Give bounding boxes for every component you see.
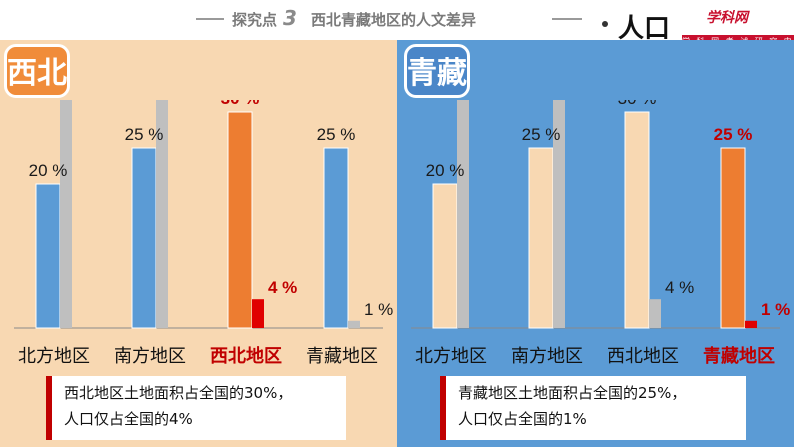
data-label-population: 1 % [364,300,393,319]
topic-title: 人口 [618,14,671,44]
data-label-area: 20 % [426,161,465,180]
bar-land-area [624,111,650,329]
category-label: 青藏地区 [703,345,775,367]
caption-line: 青藏地区土地面积占全国的25%， [458,384,687,402]
bar-population [156,100,168,328]
section-heading: 探究点 3 西北青藏地区的人文差异 [232,6,476,30]
badge-northwest: 西北 [4,44,70,98]
caption-line: 人口仅占全国的4% [64,410,193,428]
badge-qinghai-tibet: 青藏 [404,44,470,98]
data-label-area: 30 % [618,100,657,108]
category-label: 北方地区 [18,346,90,367]
category-label: 西北地区 [210,345,282,367]
data-label-area: 25 % [714,125,753,144]
caption-qinghai-tibet: 青藏地区土地面积占全国的25%， 人口仅占全国的1% [440,376,746,440]
data-label-population: 4 % [268,278,297,297]
bar-population [252,299,264,328]
data-label-area: 20 % [29,161,68,180]
category-label: 南方地区 [511,346,583,367]
logo: 学科网 [706,10,748,26]
category-label: 青藏地区 [306,346,378,367]
data-label-area: 25 % [125,125,164,144]
section-title: 西北青藏地区的人文差异 [310,11,476,29]
bar-land-area [227,111,253,329]
bar-land-area [432,183,458,329]
bar-land-area [323,147,349,329]
bar-population [745,320,757,328]
category-label: 西北地区 [607,346,679,367]
data-label-area: 25 % [317,125,356,144]
caption-northwest: 西北地区土地面积占全国的30%， 人口仅占全国的4% [46,376,346,440]
bar-population [649,299,661,328]
data-label-area: 30 % [221,100,260,108]
caption-line: 西北地区土地面积占全国的30%， [64,384,293,402]
category-label: 南方地区 [114,346,186,367]
header-divider-right [552,18,582,20]
bar-land-area [131,147,157,329]
bar-land-area [720,147,746,329]
bar-population [457,100,469,328]
bar-land-area [528,147,554,329]
data-label-area: 25 % [522,125,561,144]
caption-line: 人口仅占全国的1% [458,410,587,428]
header-divider-left [196,18,224,20]
data-label-population: 4 % [665,278,694,297]
bar-population [553,100,565,328]
bar-population [60,100,72,328]
category-label: 北方地区 [415,346,487,367]
bar-land-area [35,183,61,329]
bar-population [348,320,360,328]
section-number: 3 [283,6,297,30]
data-label-population: 1 % [761,300,790,319]
section-label: 探究点 [232,11,278,29]
bullet-icon [602,21,608,27]
